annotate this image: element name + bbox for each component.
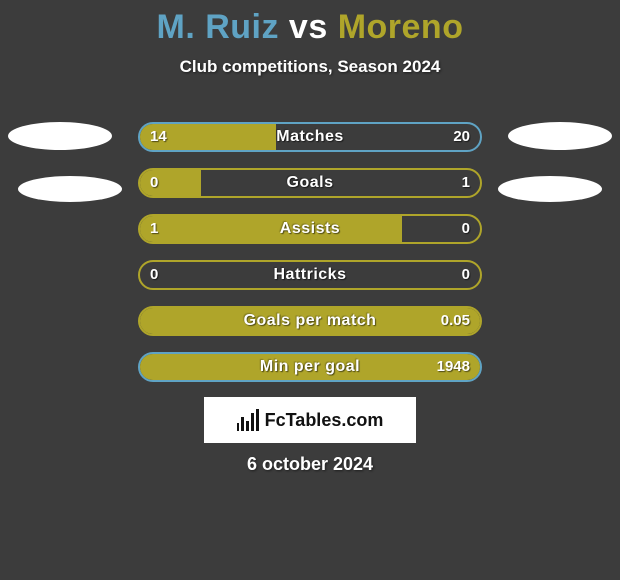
stat-right-value: 1 xyxy=(462,170,470,196)
stat-label: Matches xyxy=(140,124,480,150)
stat-bar: 14Matches20 xyxy=(138,122,482,152)
player2-avatar-bottom xyxy=(498,176,602,202)
player1-avatar-bottom xyxy=(18,176,122,202)
page-title: M. Ruiz vs Moreno xyxy=(0,0,620,47)
stat-right-value: 0.05 xyxy=(441,308,470,334)
date-text: 6 october 2024 xyxy=(0,454,620,475)
stat-bar: 0Hattricks0 xyxy=(138,260,482,290)
stat-right-value: 0 xyxy=(462,262,470,288)
stat-bar: Min per goal1948 xyxy=(138,352,482,382)
stat-bar: Goals per match0.05 xyxy=(138,306,482,336)
player1-name: M. Ruiz xyxy=(157,8,279,46)
stat-right-value: 20 xyxy=(453,124,470,150)
brand-text: FcTables.com xyxy=(265,410,384,431)
player2-avatar-top xyxy=(508,122,612,150)
stat-label: Hattricks xyxy=(140,262,480,288)
vs-text: vs xyxy=(279,8,338,46)
stat-right-value: 0 xyxy=(462,216,470,242)
player2-name: Moreno xyxy=(338,8,464,46)
subtitle: Club competitions, Season 2024 xyxy=(0,57,620,77)
stat-bar: 0Goals1 xyxy=(138,168,482,198)
stat-label: Goals xyxy=(140,170,480,196)
brand-box: FcTables.com xyxy=(204,397,416,443)
stat-label: Min per goal xyxy=(140,354,480,380)
stat-label: Goals per match xyxy=(140,308,480,334)
stat-bars-container: 14Matches200Goals11Assists00Hattricks0Go… xyxy=(138,122,482,398)
player1-avatar-top xyxy=(8,122,112,150)
stat-bar: 1Assists0 xyxy=(138,214,482,244)
stat-label: Assists xyxy=(140,216,480,242)
stat-right-value: 1948 xyxy=(437,354,470,380)
bar-chart-icon xyxy=(237,409,259,431)
